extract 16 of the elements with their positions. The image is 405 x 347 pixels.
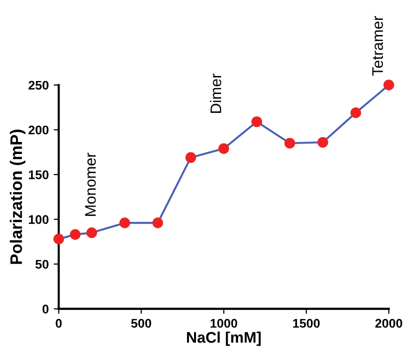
y-tick-label: 250 xyxy=(28,80,48,90)
x-tick-label: 1500 xyxy=(293,318,320,328)
x-tick-label: 1000 xyxy=(210,318,238,328)
y-tick-label: 0 xyxy=(42,304,48,314)
x-tick-label: 2000 xyxy=(375,318,402,328)
annotation: Dimer xyxy=(210,74,222,113)
y-tick-label: 150 xyxy=(28,170,48,180)
annotation: Monomer xyxy=(85,152,96,216)
text: Tetramer xyxy=(372,16,383,76)
x-tick-label: 0 xyxy=(56,318,62,328)
y-axis-title: Polarization (mP) xyxy=(10,130,26,264)
x-axis-title: NaCl [mM] xyxy=(187,332,261,346)
y-tick-label: 100 xyxy=(28,215,48,224)
y-tick-label: 200 xyxy=(28,126,48,134)
x-tick-label: 500 xyxy=(131,318,152,328)
y-tick-label: 50 xyxy=(35,260,48,269)
